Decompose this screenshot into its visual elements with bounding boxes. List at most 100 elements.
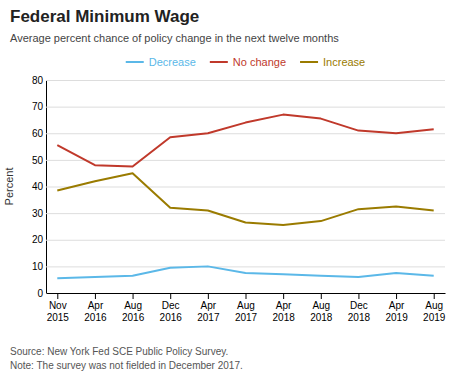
legend-label: No change: [233, 56, 286, 68]
x-tick-mark: [321, 293, 322, 299]
x-tick-label-line: Apr: [88, 300, 104, 311]
x-tick-label: Apr2018: [273, 300, 296, 323]
x-tick-mark: [396, 293, 397, 299]
subtitle: Average percent chance of policy change …: [10, 32, 339, 44]
x-axis: Nov2015Apr2016Aug2016Dec2016Apr2017Aug20…: [47, 293, 446, 323]
series-line: [57, 115, 433, 167]
x-tick: Apr2016: [84, 293, 107, 323]
x-tick-mark: [358, 293, 359, 299]
x-tick: Aug2018: [310, 293, 333, 323]
y-tick-label: 0: [37, 288, 43, 299]
y-tick: 70: [32, 101, 445, 112]
legend-swatch: [126, 61, 144, 63]
x-tick-mark: [170, 293, 171, 299]
grid-line: [46, 240, 445, 241]
x-tick-label-line: 2016: [84, 312, 107, 323]
y-tick-label: 70: [32, 101, 44, 112]
series-line: [57, 173, 433, 225]
x-tick-label-line: Dec: [162, 300, 180, 311]
x-tick-label-line: Apr: [201, 300, 217, 311]
x-tick-mark: [57, 293, 58, 299]
x-tick-label: Aug2017: [235, 300, 258, 323]
x-tick-label-line: 2016: [122, 312, 145, 323]
legend: Decrease No change Increase: [126, 56, 366, 68]
x-tick: Aug2017: [235, 293, 258, 323]
x-tick: Apr2017: [197, 293, 220, 323]
x-tick: Apr2019: [385, 293, 408, 323]
series-group: [57, 115, 433, 279]
y-tick-label: 10: [32, 261, 44, 272]
x-tick-label: Dec2016: [160, 300, 183, 323]
grid-line: [46, 213, 445, 214]
x-tick-label: Apr2016: [84, 300, 107, 323]
y-tick-label: 30: [32, 208, 44, 219]
x-tick-label-line: Aug: [237, 300, 255, 311]
y-tick: 10: [32, 261, 445, 272]
x-tick-label-line: 2018: [310, 312, 333, 323]
y-tick: 40: [32, 181, 445, 192]
y-tick: 80: [32, 75, 445, 86]
x-tick-label-line: Dec: [350, 300, 368, 311]
series-line: [57, 266, 433, 278]
x-tick-label-line: Aug: [312, 300, 330, 311]
x-tick-label-line: 2019: [423, 312, 446, 323]
x-tick: Aug2016: [122, 293, 145, 323]
x-tick-label-line: Aug: [425, 300, 443, 311]
grid-line: [46, 266, 445, 267]
x-tick-label: Nov2015: [47, 300, 70, 323]
x-tick-label-line: 2018: [348, 312, 371, 323]
y-tick: 30: [32, 208, 445, 219]
x-tick-label: Apr2019: [385, 300, 408, 323]
x-tick-label-line: Aug: [124, 300, 142, 311]
legend-label: Increase: [323, 56, 365, 68]
x-tick-mark: [246, 293, 247, 299]
plot-area: 01020304050607080Nov2015Apr2016Aug2016De…: [32, 75, 446, 323]
x-tick-label: Aug2018: [310, 300, 333, 323]
x-tick-label-line: 2018: [273, 312, 296, 323]
y-axis-title: Percent: [3, 168, 15, 206]
y-tick-label: 40: [32, 181, 44, 192]
annotation: Note: The survey was not fielded in Dece…: [10, 360, 243, 371]
x-tick-label: Dec2018: [348, 300, 371, 323]
x-tick-mark: [283, 293, 284, 299]
x-tick: Nov2015: [47, 293, 70, 323]
x-tick-mark: [133, 293, 134, 299]
y-tick: 60: [32, 128, 445, 139]
x-tick-label-line: Apr: [389, 300, 405, 311]
legend-swatch: [300, 61, 318, 63]
x-tick: Dec2016: [160, 293, 183, 323]
title: Federal Minimum Wage: [10, 7, 199, 26]
annotation: Source: New York Fed SCE Public Policy S…: [10, 346, 228, 357]
legend-item: Decrease: [126, 56, 196, 68]
x-tick-label-line: 2016: [160, 312, 183, 323]
y-tick-label: 60: [32, 128, 44, 139]
grid-line: [46, 80, 445, 81]
y-axis: 0 10 20 30 40 50 60 70 80: [32, 75, 445, 299]
x-tick-label-line: 2017: [197, 312, 220, 323]
x-tick-label: Apr2017: [197, 300, 220, 323]
x-tick-label-line: 2019: [385, 312, 408, 323]
y-tick-label: 80: [32, 75, 44, 86]
grid-line: [46, 107, 445, 108]
legend-item: Increase: [300, 56, 365, 68]
x-tick: Apr2018: [273, 293, 296, 323]
grid-line: [46, 187, 445, 188]
y-tick: 20: [32, 234, 445, 245]
x-tick-label: Aug2016: [122, 300, 145, 323]
x-tick: Aug2019: [423, 293, 446, 323]
grid-line: [46, 160, 445, 161]
legend-label: Decrease: [149, 56, 196, 68]
x-tick-label-line: Apr: [276, 300, 292, 311]
legend-swatch: [210, 61, 228, 63]
x-tick-label-line: Nov: [49, 300, 67, 311]
x-tick-label-line: 2017: [235, 312, 258, 323]
chart: Federal Minimum Wage Average percent chan…: [0, 0, 459, 377]
y-tick-label: 20: [32, 234, 44, 245]
y-tick: 0: [37, 288, 445, 299]
legend-item: No change: [210, 56, 286, 68]
x-tick-label-line: 2015: [47, 312, 70, 323]
y-tick-label: 50: [32, 155, 44, 166]
x-tick-mark: [208, 293, 209, 299]
x-tick-mark: [434, 293, 435, 299]
x-tick: Dec2018: [348, 293, 371, 323]
